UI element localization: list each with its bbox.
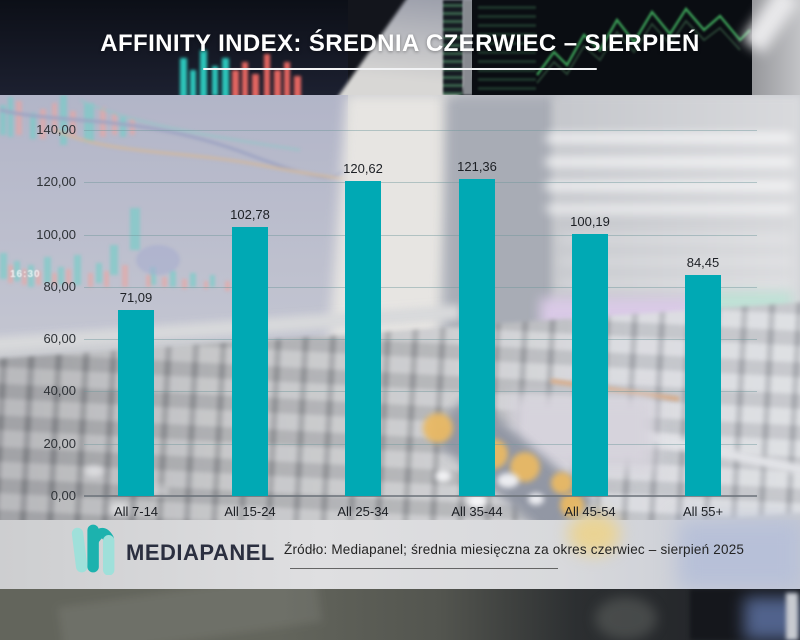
background-terminal-strip <box>443 0 463 95</box>
bar-group: 100,19 <box>570 214 610 496</box>
background-candlestick-cluster <box>180 50 301 95</box>
bar <box>232 227 268 496</box>
header: AFFINITY INDEX: ŚREDNIA CZERWIEC – SIERP… <box>0 0 800 95</box>
y-axis-tick-label: 60,00 <box>43 331 76 347</box>
background-clock-text: 16:30 <box>10 269 41 280</box>
bar-group: 120,62 <box>343 160 383 496</box>
bar-value-label: 71,09 <box>119 290 153 306</box>
gridline <box>84 130 757 131</box>
background-yellow-key <box>423 413 453 443</box>
bar <box>345 180 381 496</box>
background-photo-top-band <box>0 0 800 95</box>
bar-chart: 140,00 120,00 100,00 80,00 60,00 40,00 2… <box>36 122 757 519</box>
background-photo-bottom-band <box>0 589 800 640</box>
background-desk-bottom <box>0 520 800 589</box>
bar-group: 84,45 <box>685 255 721 496</box>
y-axis-tick-label: 140,00 <box>36 122 76 137</box>
mediapanel-logo-icon <box>71 524 115 575</box>
background-white-strip <box>786 593 798 640</box>
bar <box>572 234 608 496</box>
background-blue-bokeh <box>678 520 800 589</box>
background-desk-streak <box>57 589 323 640</box>
bar-group: 71,09 <box>118 290 154 496</box>
title-underline <box>203 68 597 70</box>
background-white-key <box>435 470 451 482</box>
y-axis-tick-label: 40,00 <box>43 383 76 399</box>
bar-group: 121,36 <box>457 158 497 496</box>
background-spreadsheet-rows <box>545 133 793 213</box>
bar <box>118 310 154 496</box>
bar-value-label: 102,78 <box>230 207 270 223</box>
y-axis-tick-label: 120,00 <box>36 174 76 190</box>
footer: MEDIAPANEL Źródło: Mediapanel; średnia m… <box>0 510 800 590</box>
x-axis-category-label: All 15-24 <box>224 504 276 519</box>
bar-value-label: 121,36 <box>457 158 497 174</box>
gridline <box>84 443 757 445</box>
background-bezel <box>463 0 473 95</box>
background-chart-screen-washed <box>0 95 348 340</box>
chart-title: AFFINITY INDEX: ŚREDNIA CZERWIEC – SIERP… <box>100 30 700 57</box>
bar-value-label: 100,19 <box>570 214 610 230</box>
background-white-key-faint <box>110 503 128 515</box>
x-axis-category-label: All 45-54 <box>564 504 616 519</box>
background-terminal-text <box>478 6 536 90</box>
bar-value-label: 120,62 <box>343 160 383 176</box>
gridline <box>84 286 757 288</box>
y-axis-tick-label: 0,00 <box>50 488 76 503</box>
background-soft-bokeh <box>595 597 657 640</box>
background-white-key-faint <box>150 485 168 497</box>
gridline <box>84 182 757 184</box>
background-photo-washed: 16:30 <box>0 95 800 589</box>
x-axis-line <box>84 495 757 497</box>
background-white-key <box>468 495 486 508</box>
background-yellow-bokeh <box>568 513 620 555</box>
background-yellow-key <box>551 472 573 494</box>
bar <box>459 178 495 496</box>
source-note: Źródło: Mediapanel; średnia miesięczna z… <box>284 542 745 557</box>
y-axis-tick-label: 20,00 <box>43 435 76 451</box>
bar <box>685 275 721 496</box>
x-axis-category-label: All 25-34 <box>337 504 389 519</box>
bar-value-label: 84,45 <box>686 255 720 271</box>
x-axis-category-label: All 55+ <box>682 504 724 519</box>
x-axis-category-label: All 7-14 <box>113 504 159 519</box>
gridline <box>84 339 757 341</box>
background-white-key <box>497 473 519 488</box>
source-underline <box>290 568 558 569</box>
x-axis-category-label: All 35-44 <box>451 504 503 519</box>
background-yellow-key <box>560 493 584 517</box>
y-axis-tick-label: 100,00 <box>36 226 76 242</box>
background-monitor-right <box>472 0 754 95</box>
background-white-key-faint <box>85 465 103 477</box>
brand-wordmark: MEDIAPANEL <box>126 540 275 565</box>
y-axis-tick-label: 80,00 <box>43 278 76 294</box>
gridline <box>84 391 757 393</box>
gridline <box>84 234 757 236</box>
bar-group: 102,78 <box>230 207 270 496</box>
